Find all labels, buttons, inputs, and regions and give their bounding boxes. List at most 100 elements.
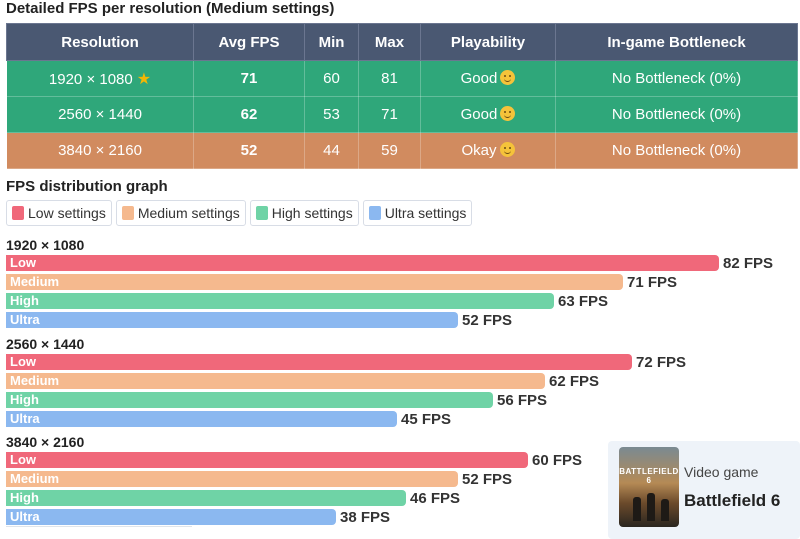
cell-resolution-text: 2560 × 1440 <box>58 106 142 123</box>
group-label: 2560 × 1440 <box>6 336 85 352</box>
bar <box>6 255 719 271</box>
game-type-label: Video game <box>684 464 759 480</box>
bar-label: Low <box>10 452 36 467</box>
cell-avg-fps-text: 62 <box>240 106 258 123</box>
bar-label: Ultra <box>10 509 40 524</box>
bar <box>6 373 545 389</box>
cell-playability: Good <box>420 60 556 97</box>
cell-resolution: 3840 × 2160 <box>6 132 194 169</box>
bar-label: Ultra <box>10 312 40 327</box>
bar <box>6 274 623 290</box>
bar-label: Low <box>10 255 36 270</box>
bar-label: High <box>10 293 39 308</box>
bar-label: High <box>10 392 39 407</box>
header-min: Min <box>304 23 359 61</box>
bar <box>6 411 397 427</box>
bar-label: High <box>10 490 39 505</box>
cell-min: 44 <box>304 132 359 169</box>
chart-legend: Low settings Medium settings High settings… <box>6 200 473 226</box>
legend-item[interactable]: Medium settings <box>115 200 246 226</box>
legend-label: Medium settings <box>137 205 240 221</box>
bar-label: Medium <box>10 471 60 486</box>
cell-avg-fps: 62 <box>193 96 305 133</box>
group-label: 3840 × 2160 <box>6 434 85 450</box>
cell-max: 59 <box>358 132 421 169</box>
bar-value: 56 FPS <box>497 392 548 409</box>
cell-playability: Good <box>420 96 556 133</box>
cell-min-text: 53 <box>323 106 340 123</box>
cell-min-text: 60 <box>323 70 340 87</box>
bar <box>6 471 458 487</box>
cell-max-text: 81 <box>381 70 398 87</box>
legend-item[interactable]: Ultra settings <box>362 200 473 226</box>
bar-label: Medium <box>10 373 60 388</box>
bar <box>6 354 632 370</box>
game-cover-image[interactable]: BATTLEFIELD 6 <box>619 447 679 527</box>
cell-playability-text: Good <box>460 70 498 87</box>
bar-value: 72 FPS <box>636 354 687 371</box>
table-row: 3840 × 2160 52 44 59 Okay No Bottleneck (0%) <box>6 132 798 169</box>
table-row: 2560 × 1440 62 53 71 Good No Bottleneck (0%) <box>6 96 798 133</box>
cell-playability: Okay <box>420 132 556 169</box>
bar-value: 71 FPS <box>627 274 678 291</box>
bar <box>6 452 528 468</box>
smiley-icon <box>500 70 516 85</box>
bar-value: 62 FPS <box>549 373 600 390</box>
header-avg-fps: Avg FPS <box>193 23 305 61</box>
soldier-figure <box>633 497 641 521</box>
bar <box>6 312 458 328</box>
header-playability: Playability <box>420 23 556 61</box>
game-name[interactable]: Battlefield 6 <box>684 491 781 510</box>
cell-max-text: 71 <box>381 106 398 123</box>
header-resolution: Resolution <box>6 23 194 61</box>
cover-title: BATTLEFIELD 6 <box>619 467 679 485</box>
legend-item[interactable]: High settings <box>249 200 359 226</box>
bar-value: 52 FPS <box>462 312 513 329</box>
bar-value: 46 FPS <box>410 490 461 507</box>
cell-avg-fps-text: 71 <box>240 70 258 87</box>
graph-title: FPS distribution graph <box>6 178 168 195</box>
bar-label: Ultra <box>10 411 40 426</box>
bar <box>6 293 554 309</box>
bar-value: 82 FPS <box>723 255 774 272</box>
divider <box>6 526 192 527</box>
group-label: 1920 × 1080 <box>6 237 85 253</box>
bar-value: 38 FPS <box>340 509 391 526</box>
smiley-icon <box>500 106 516 121</box>
game-card[interactable]: BATTLEFIELD 6 Video game Battlefield 6 <box>608 441 800 539</box>
table-header-row: Resolution Avg FPS Min Max Playability I… <box>6 23 798 61</box>
legend-swatch <box>255 206 268 220</box>
cell-resolution-text: 3840 × 2160 <box>58 142 142 159</box>
header-bottleneck: In-game Bottleneck <box>555 23 798 61</box>
cell-avg-fps: 71 <box>193 60 305 97</box>
cell-playability-text: Good <box>460 106 498 123</box>
header-max: Max <box>358 23 421 61</box>
cell-resolution: 1920 × 1080 ★ <box>6 60 194 97</box>
bar <box>6 509 336 525</box>
bar-value: 45 FPS <box>401 411 452 428</box>
bar-value: 60 FPS <box>532 452 583 469</box>
cell-min-text: 44 <box>323 142 340 159</box>
cell-max: 71 <box>358 96 421 133</box>
cell-min: 53 <box>304 96 359 133</box>
cell-max: 81 <box>358 60 421 97</box>
legend-item[interactable]: Low settings <box>6 200 112 226</box>
bar-value: 52 FPS <box>462 471 513 488</box>
legend-swatch <box>368 206 381 220</box>
cell-bottleneck: No Bottleneck (0%) <box>555 96 798 133</box>
cell-bottleneck-text: No Bottleneck (0%) <box>611 106 742 123</box>
table-row: 1920 × 1080 ★ 71 60 81 Good No Bottleneck (0%) <box>6 60 798 97</box>
cell-avg-fps-text: 52 <box>240 142 258 159</box>
star-icon: ★ <box>136 70 152 88</box>
bar <box>6 490 406 506</box>
cell-bottleneck: No Bottleneck (0%) <box>555 60 798 97</box>
cell-max-text: 59 <box>381 142 398 159</box>
cell-resolution-text: 1920 × 1080 <box>48 70 133 88</box>
legend-swatch <box>121 206 134 220</box>
cell-bottleneck-text: No Bottleneck (0%) <box>611 70 742 87</box>
soldier-figure <box>661 499 669 521</box>
cell-bottleneck-text: No Bottleneck (0%) <box>611 142 742 159</box>
cell-resolution: 2560 × 1440 <box>6 96 194 133</box>
bar <box>6 392 493 408</box>
legend-swatch <box>12 206 24 220</box>
